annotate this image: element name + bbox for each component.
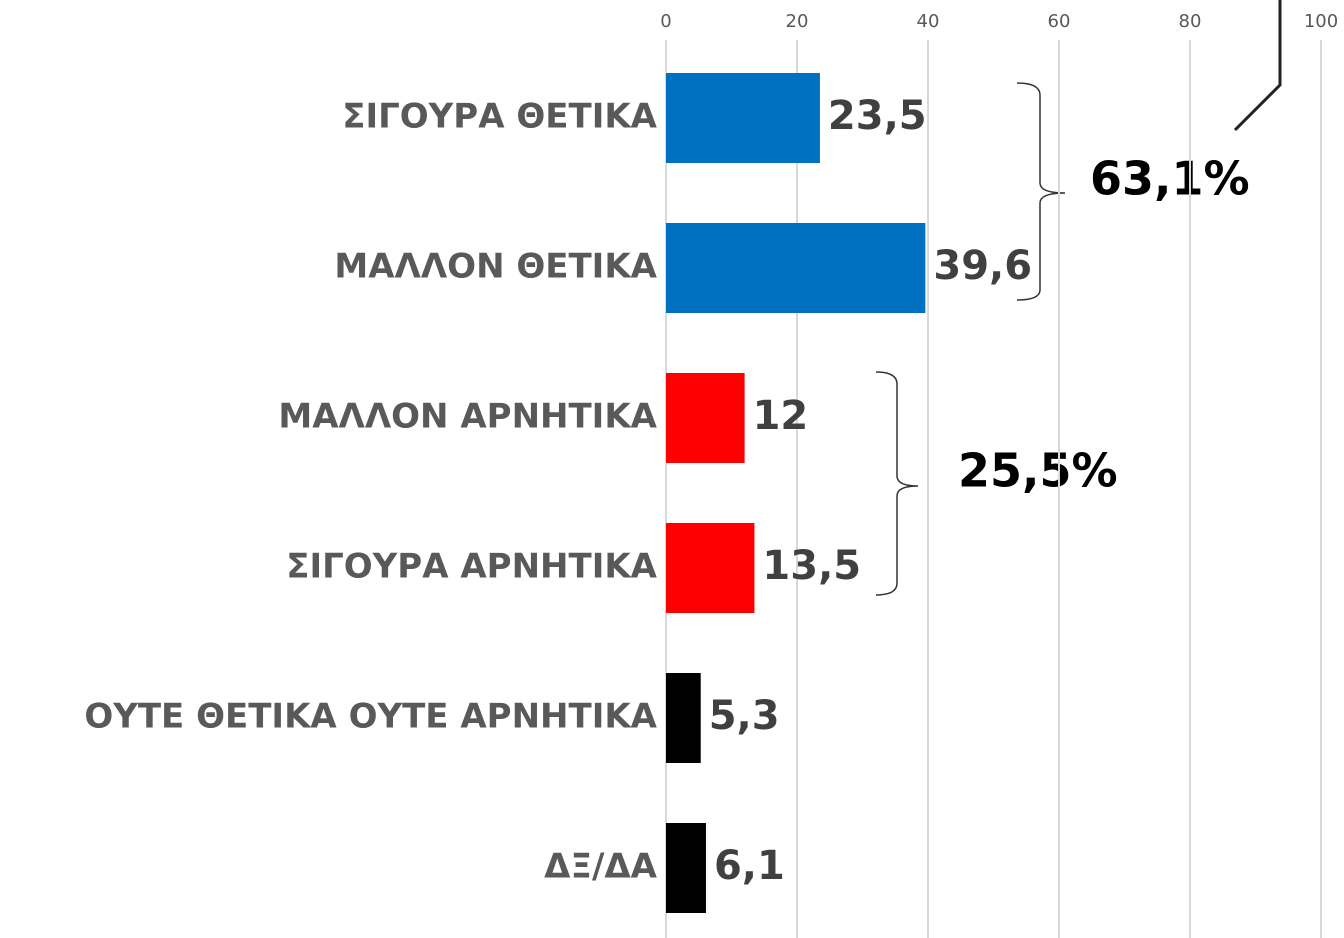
annotation: 25,5% <box>958 444 1118 498</box>
value-label: 5,3 <box>709 693 780 739</box>
value-label: 23,5 <box>828 93 927 139</box>
value-label: 13,5 <box>762 543 861 589</box>
annotation: 63,1% <box>1090 152 1250 206</box>
value-label: 39,6 <box>933 243 1032 289</box>
x-tick-label: 0 <box>660 11 671 32</box>
value-label: 6,1 <box>714 843 785 889</box>
category-label: ΣΙΓΟΥΡΑ ΑΡΝΗΤΙΚΑ <box>286 547 657 587</box>
category-label: ΟΥΤΕ ΘΕΤΙΚΑ ΟΥΤΕ ΑΡΝΗΤΙΚΑ <box>84 697 657 737</box>
value-label: 12 <box>753 393 809 439</box>
bar <box>666 373 745 463</box>
x-tick-label: 80 <box>1179 11 1202 32</box>
category-label: ΣΙΓΟΥΡΑ ΘΕΤΙΚΑ <box>342 97 657 137</box>
bar <box>666 823 706 913</box>
category-label: ΜΑΛΛΟΝ ΑΡΝΗΤΙΚΑ <box>278 397 657 437</box>
x-tick-label: 20 <box>786 11 809 32</box>
bar <box>666 673 701 763</box>
category-label: ΜΑΛΛΟΝ ΘΕΤΙΚΑ <box>334 247 657 287</box>
callout-line <box>1233 0 1282 132</box>
bar <box>666 223 926 313</box>
brackets <box>875 82 1066 596</box>
bracket <box>1016 82 1066 301</box>
category-label: ΔΞ/ΔΑ <box>544 847 658 887</box>
bracket <box>875 371 919 596</box>
x-tick-label: 60 <box>1048 11 1071 32</box>
bar <box>666 73 820 163</box>
x-tick-label: 100 <box>1304 11 1338 32</box>
x-tick-label: 40 <box>917 11 940 32</box>
bar <box>666 523 755 613</box>
